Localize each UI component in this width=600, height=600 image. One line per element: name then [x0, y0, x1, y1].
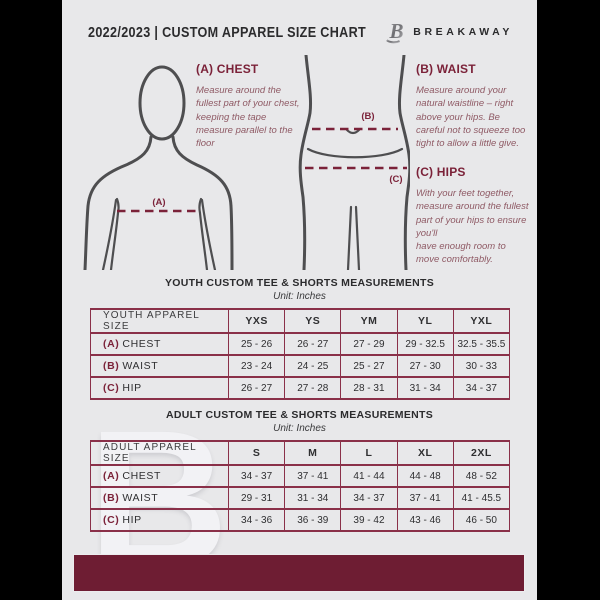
row-key: (A)	[103, 470, 120, 482]
size-column-header: YXL	[452, 308, 511, 334]
measurement-row-label: (B) WAIST	[90, 486, 229, 510]
youth-size-table: YOUTH APPAREL SIZE YXS YS YM YL YXL (A) CHEST 25…	[90, 308, 511, 400]
measurement-value-cell: 46 - 50	[452, 508, 511, 532]
measurement-value-cell: 27 - 30	[396, 354, 454, 378]
measurement-value-cell: 29 - 31	[227, 486, 286, 510]
measurement-row-label: (B) WAIST	[90, 354, 229, 378]
measurement-value-cell: 34 - 37	[452, 376, 511, 400]
table-row: (A) CHEST 25 - 26 26 - 27 27 - 29 29 - 32.5 32…	[90, 332, 511, 356]
measurement-value-cell: 48 - 52	[452, 464, 511, 488]
table-row: (B) WAIST 29 - 31 31 - 34 34 - 37 37 - 41 41 -…	[90, 486, 511, 510]
measurement-row-label: (C) HIP	[90, 508, 229, 532]
measurement-value-cell: 24 - 25	[284, 354, 342, 378]
row-key: (B)	[103, 492, 120, 504]
waist-heading: (B) WAIST	[416, 62, 476, 76]
youth-table-unit: Unit: Inches	[273, 291, 326, 302]
measurement-value-cell: 29 - 32.5	[396, 332, 454, 356]
size-chart-page: 2022/2023 | CUSTOM APPAREL SIZE CHART B …	[62, 0, 537, 600]
measurement-value-cell: 28 - 31	[340, 376, 398, 400]
adult-table-unit: Unit: Inches	[273, 423, 326, 434]
table-row: (A) CHEST 34 - 37 37 - 41 41 - 44 44 - 48 48 -…	[90, 464, 511, 488]
measurement-value-cell: 30 - 33	[452, 354, 511, 378]
youth-table-title: YOUTH CUSTOM TEE & SHORTS MEASUREMENTS	[164, 277, 435, 289]
size-column-header: YS	[284, 308, 342, 334]
page-title: 2022/2023 | CUSTOM APPAREL SIZE CHART	[88, 24, 367, 41]
hips-marker-label: (C)	[389, 174, 402, 185]
row-key: (C)	[103, 382, 120, 394]
apparel-size-corner-header: YOUTH APPAREL SIZE	[90, 308, 229, 334]
measurement-value-cell: 31 - 34	[396, 376, 454, 400]
brand-lockup: B BREAKAWAY	[384, 18, 513, 45]
chest-heading: (A) CHEST	[196, 62, 259, 76]
table-header-row: YOUTH APPAREL SIZE YXS YS YM YL YXL	[90, 308, 511, 334]
size-column-header: S	[227, 440, 286, 466]
hips-instructions: (C) HIPS With your feet together, measur…	[416, 165, 530, 267]
table-row: (B) WAIST 23 - 24 24 - 25 25 - 27 27 - 30 30 -…	[90, 354, 511, 378]
svg-text:B: B	[389, 19, 404, 43]
chest-marker-label: (A)	[152, 197, 165, 208]
table-header-row: ADULT APPAREL SIZE S M L XL 2XL	[90, 440, 511, 466]
adult-size-table: ADULT APPAREL SIZE S M L XL 2XL (A) CHEST 34 - 3…	[90, 440, 511, 532]
chest-instructions: (A) CHEST Measure around the fullest par…	[196, 62, 304, 150]
measurement-value-cell: 26 - 27	[227, 376, 286, 400]
size-column-header: YM	[340, 308, 398, 334]
waist-body-text: Measure around your natural waistline – …	[416, 85, 526, 150]
apparel-size-corner-header: ADULT APPAREL SIZE	[90, 440, 229, 466]
size-column-header: YL	[396, 308, 454, 334]
measurement-value-cell: 31 - 34	[284, 486, 342, 510]
hips-body-text: With your feet together, measure around …	[416, 188, 529, 266]
row-key: (C)	[103, 514, 120, 526]
measurement-value-cell: 34 - 37	[340, 486, 398, 510]
table-row: (C) HIP 26 - 27 27 - 28 28 - 31 31 - 34 34 - 3…	[90, 376, 511, 400]
measurement-value-cell: 27 - 28	[284, 376, 342, 400]
measurement-row-label: (A) CHEST	[90, 332, 229, 356]
size-column-header: 2XL	[452, 440, 511, 466]
measurement-value-cell: 36 - 39	[284, 508, 342, 532]
measurement-value-cell: 44 - 48	[396, 464, 454, 488]
upper-body-diagram: (A)	[83, 65, 234, 270]
brand-name: BREAKAWAY	[413, 25, 513, 38]
measurement-row-label: (A) CHEST	[90, 464, 229, 488]
size-column-header: M	[284, 440, 342, 466]
measurement-value-cell: 41 - 45.5	[452, 486, 511, 510]
size-column-header: XL	[396, 440, 454, 466]
measurement-value-cell: 39 - 42	[340, 508, 398, 532]
chest-body-text: Measure around the fullest part of your …	[196, 85, 300, 150]
navel-mark	[345, 128, 361, 135]
measurement-value-cell: 37 - 41	[284, 464, 342, 488]
footer-accent-bar	[73, 554, 525, 592]
measurement-value-cell: 25 - 26	[227, 332, 286, 356]
measurement-row-label: (C) HIP	[90, 376, 229, 400]
waist-instructions: (B) WAIST Measure around your natural wa…	[416, 62, 530, 150]
youth-table-heading: YOUTH CUSTOM TEE & SHORTS MEASUREMENTS U…	[62, 277, 537, 302]
measurement-value-cell: 26 - 27	[284, 332, 342, 356]
size-column-header: L	[340, 440, 398, 466]
measurement-value-cell: 32.5 - 35.5	[452, 332, 511, 356]
hips-heading: (C) HIPS	[416, 165, 466, 179]
measurement-value-cell: 43 - 46	[396, 508, 454, 532]
breakaway-logo-icon: B	[385, 19, 404, 44]
size-column-header: YXS	[227, 308, 286, 334]
adult-table-title: ADULT CUSTOM TEE & SHORTS MEASUREMENTS	[165, 409, 434, 421]
row-key: (B)	[103, 360, 120, 372]
measurement-value-cell: 37 - 41	[396, 486, 454, 510]
measurement-value-cell: 34 - 36	[227, 508, 286, 532]
measurement-value-cell: 41 - 44	[340, 464, 398, 488]
adult-table-heading: ADULT CUSTOM TEE & SHORTS MEASUREMENTS U…	[62, 409, 537, 434]
waistband-curve	[306, 147, 404, 159]
table-row: (C) HIP 34 - 36 36 - 39 39 - 42 43 - 46 46 - 5…	[90, 508, 511, 532]
measurement-value-cell: 23 - 24	[227, 354, 286, 378]
head-outline	[138, 65, 186, 141]
measurement-value-cell: 27 - 29	[340, 332, 398, 356]
row-key: (A)	[103, 338, 120, 350]
measurement-value-cell: 25 - 27	[340, 354, 398, 378]
measurement-value-cell: 34 - 37	[227, 464, 286, 488]
waist-marker-label: (B)	[361, 111, 374, 122]
lower-body-diagram: (B) (C)	[298, 55, 410, 270]
